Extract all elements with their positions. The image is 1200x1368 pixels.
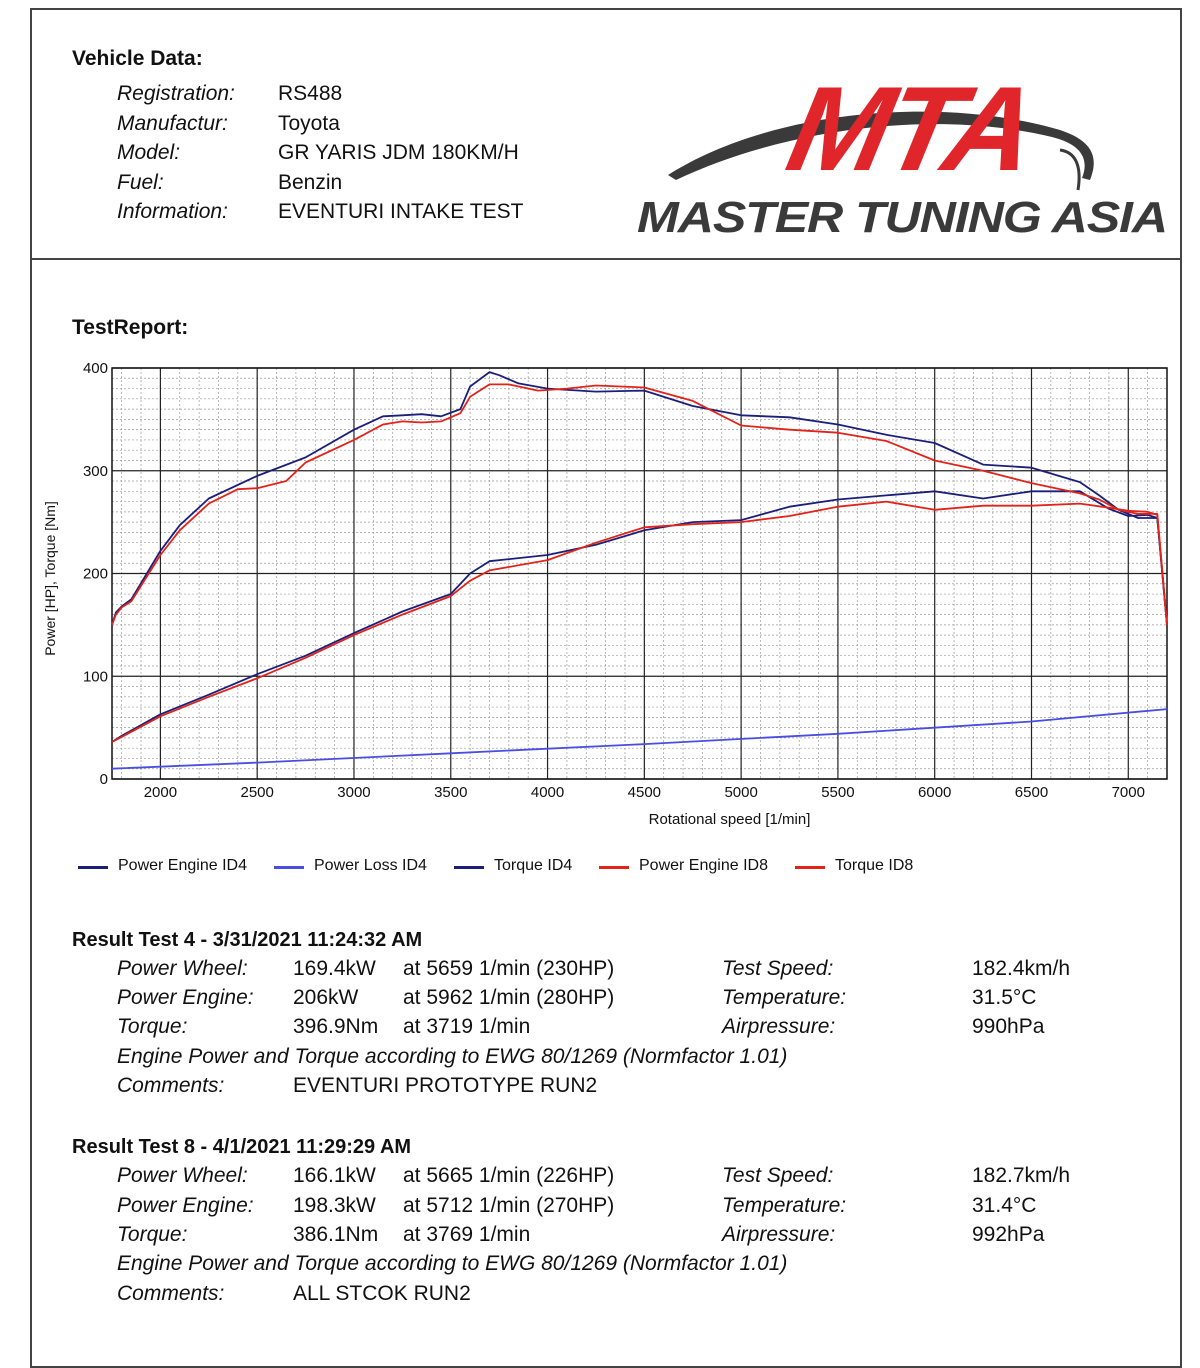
result-8-power-wheel-at: at 5665 1/min (226HP) [403,1164,615,1187]
y-axis-label: Power [HP], Torque [Nm] [42,501,58,656]
result-4-comments-value: EVENTURI PROTOTYPE RUN2 [293,1074,598,1097]
mta-logo: MTA MASTER TUNING ASIA [637,61,1168,242]
series-line-power-engine-id8 [111,500,1168,743]
legend-label: Torque ID8 [835,857,914,874]
result-4-power-engine-label: Power Engine: [117,986,254,1009]
result-8-power-engine-value: 198.3kW [293,1194,376,1217]
result-4-power-engine-value: 206kW [293,986,359,1009]
test-report-title: TestReport: [72,316,189,339]
result-8-test-speed-value: 182.7km/h [972,1164,1071,1187]
y-tick-label: 200 [83,566,108,583]
x-tick-label: 2000 [144,784,177,801]
result-8-torque-at: at 3769 1/min [403,1223,531,1246]
legend-swatch [599,866,629,869]
result-4-temperature-value: 31.5°C [972,986,1037,1009]
x-tick-label: 5000 [724,784,757,801]
legend-label: Torque ID4 [494,857,573,874]
legend-swatch [795,866,825,869]
x-tick-label: 6500 [1015,784,1048,801]
series-line-power-loss-id4 [111,708,1168,770]
y-tick-label: 0 [100,771,108,788]
vehicle-label-registration: Registration: [117,82,235,105]
x-tick-label: 4500 [628,784,661,801]
result-8-torque-value: 386.1Nm [293,1223,379,1246]
x-tick-label: 3000 [337,784,370,801]
vehicle-value-registration: RS488 [278,82,343,105]
x-tick-label: 3500 [434,784,467,801]
legend-label: Power Engine ID8 [639,857,768,874]
result-4-test-speed-label: Test Speed: [722,957,834,980]
y-tick-label: 400 [83,360,108,377]
series-line-torque-id4 [111,371,1168,626]
series-line-torque-id8 [111,383,1168,626]
result-4-airpressure-value: 990hPa [972,1015,1045,1038]
vehicle-data-title: Vehicle Data: [72,47,203,70]
vehicle-label-information: Information: [117,200,228,223]
result-4-power-wheel-label: Power Wheel: [117,957,248,980]
legend-label: Power Loss ID4 [314,857,427,874]
result-8-power-wheel-label: Power Wheel: [117,1164,248,1187]
vehicle-value-fuel: Benzin [278,171,343,194]
header-divider [30,258,1182,260]
x-tick-label: 6000 [918,784,951,801]
result-4-airpressure-label: Airpressure: [722,1015,836,1038]
result-4-power-wheel-value: 169.4kW [293,957,376,980]
plot-area-frame [111,367,1168,780]
logo-swoosh-tail [1059,148,1081,191]
result-4-power-wheel-at: at 5659 1/min (230HP) [403,957,615,980]
result-4-power-engine-at: at 5962 1/min (280HP) [403,986,615,1009]
vehicle-value-model: GR YARIS JDM 180KM/H [278,141,519,164]
result-8-power-engine-at: at 5712 1/min (270HP) [403,1194,615,1217]
result-8-comments-value: ALL STCOK RUN2 [293,1282,471,1305]
result-8-temperature-label: Temperature: [722,1194,847,1217]
logo-letters: MTA [777,61,1045,195]
x-tick-label: 7000 [1112,784,1145,801]
result-8-comments-label: Comments: [117,1282,225,1305]
legend-swatch [454,866,484,869]
result-4-comments-label: Comments: [117,1074,225,1097]
vehicle-value-manufacturer: Toyota [278,112,340,135]
result-8-norm-note: Engine Power and Torque according to EWG… [117,1252,788,1275]
logo-car-swoosh [668,111,1094,180]
x-tick-label: 4000 [531,784,564,801]
result-4-torque-value: 396.9Nm [293,1015,379,1038]
result-8-power-engine-label: Power Engine: [117,1194,254,1217]
result-4-temperature-label: Temperature: [722,986,847,1009]
vehicle-label-model: Model: [117,141,181,164]
x-tick-label: 5500 [821,784,854,801]
y-tick-label: 100 [83,668,108,685]
result-4-torque-at: at 3719 1/min [403,1015,531,1038]
logo-wordmark: MASTER TUNING ASIA [637,193,1167,242]
legend-label: Power Engine ID4 [118,857,247,874]
dyno-chart: 2000 2500 3000 3500 4000 4500 5000 5500 6000 6500… [42,360,1168,828]
result-8-airpressure-value: 992hPa [972,1223,1045,1246]
x-axis-label: Rotational speed [1/min] [649,811,811,828]
legend-swatch [78,866,108,869]
result-8-temperature-value: 31.4°C [972,1194,1037,1217]
result-4-test-speed-value: 182.4km/h [972,957,1071,980]
result-4-norm-note: Engine Power and Torque according to EWG… [117,1045,788,1068]
result-4-torque-label: Torque: [117,1015,188,1038]
result-8-torque-label: Torque: [117,1223,188,1246]
result-8-test-speed-label: Test Speed: [722,1164,834,1187]
vehicle-label-manufacturer: Manufactur: [117,112,228,135]
vehicle-value-information: EVENTURI INTAKE TEST [278,200,524,223]
result-8-airpressure-label: Airpressure: [722,1223,836,1246]
result-8-power-wheel-value: 166.1kW [293,1164,376,1187]
result-test-4-title: Result Test 4 - 3/31/2021 11:24:32 AM [72,929,423,951]
legend-swatch [274,866,304,869]
x-tick-label: 2500 [240,784,273,801]
y-tick-label: 300 [83,463,108,480]
vehicle-label-fuel: Fuel: [117,171,164,194]
result-test-8-title: Result Test 8 - 4/1/2021 11:29:29 AM [72,1136,412,1158]
